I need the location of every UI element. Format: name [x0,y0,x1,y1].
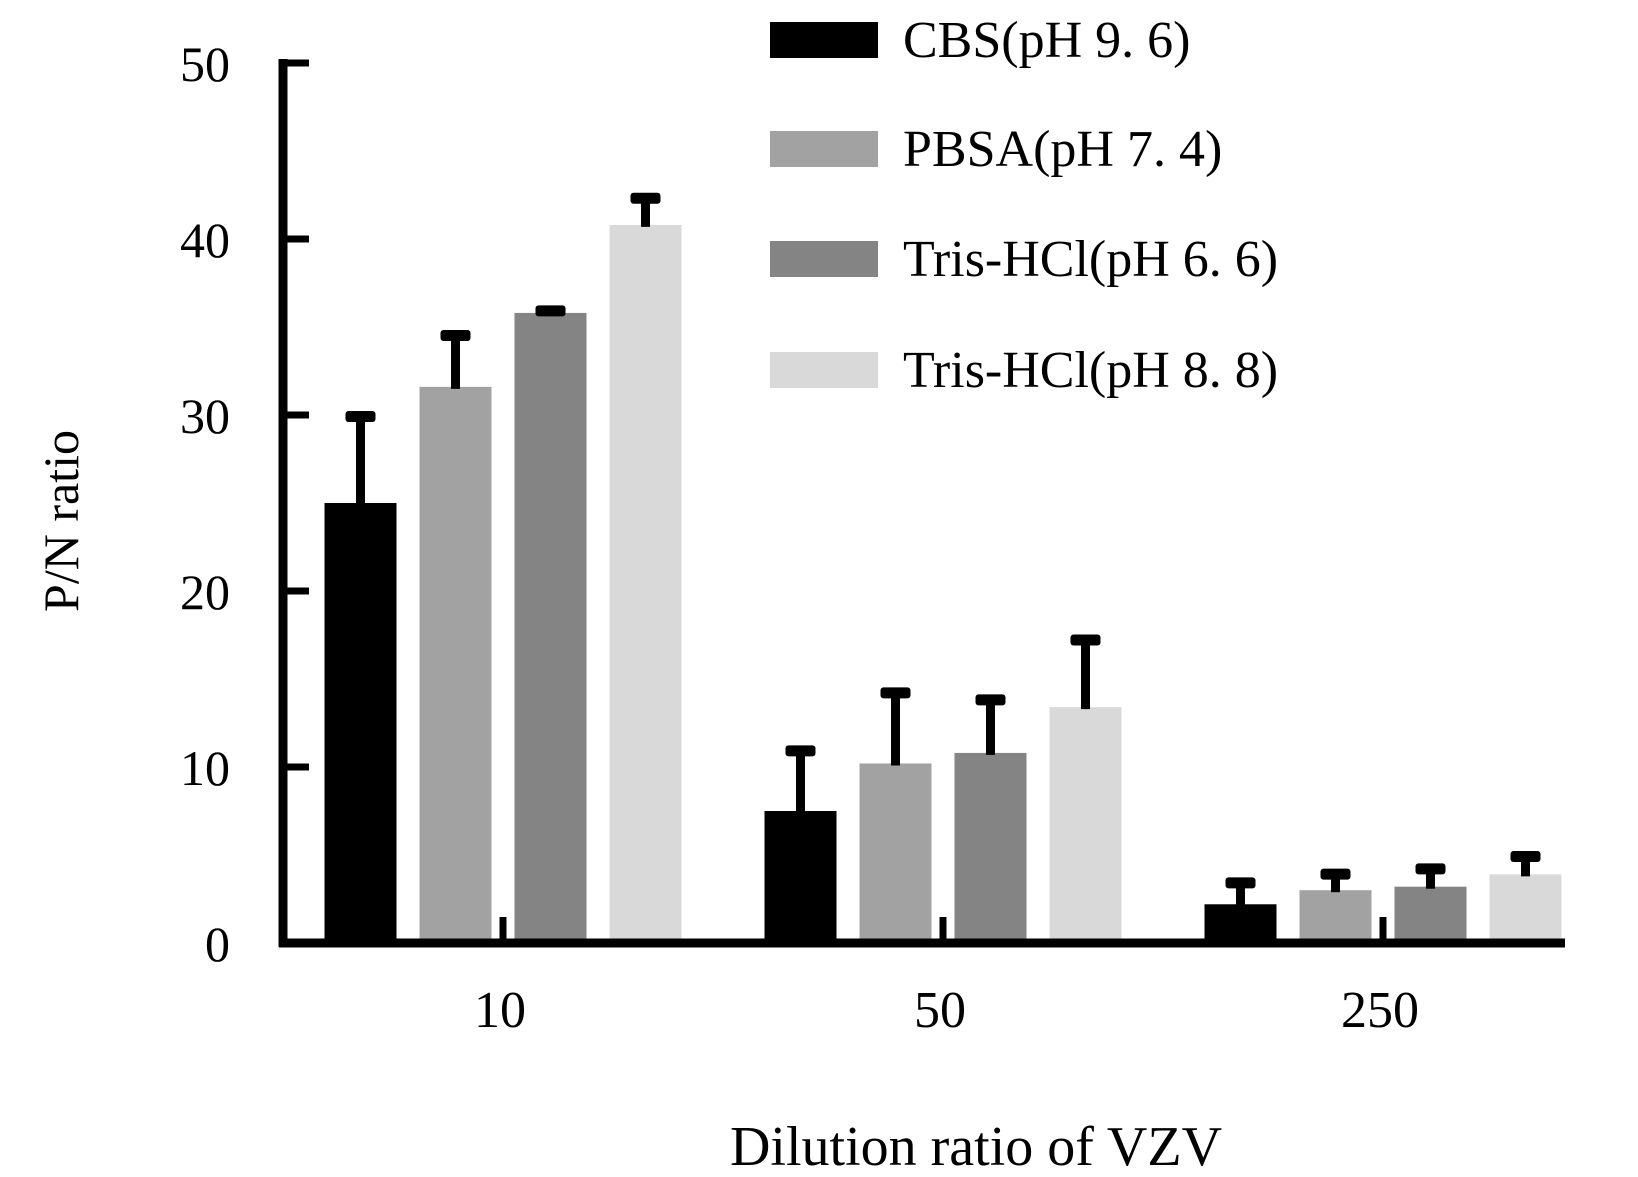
bar [514,312,587,943]
y-tick-label: 30 [180,388,230,444]
bar [1489,874,1562,943]
error-bar-cap [785,745,816,757]
y-tick-label: 10 [180,740,230,796]
y-axis-title: P/N ratio [33,430,89,612]
bar [1204,904,1277,943]
error-bar-cap [1415,863,1446,875]
legend-swatch [770,131,878,167]
axes-layer [278,59,1565,948]
error-bar-cap [440,330,471,342]
legend-label: Tris-HCl(pH 8. 8) [903,342,1278,399]
y-tick-label: 0 [205,916,230,972]
bar [419,386,492,944]
error-bar-cap [1510,851,1541,862]
legend-label: CBS(pH 9. 6) [903,12,1190,69]
legend-label: PBSA(pH 7. 4) [903,121,1222,178]
error-bar-cap [345,411,376,422]
legend: CBS(pH 9. 6) PBSA(pH 7. 4) Tris-HCl(pH 6. … [770,12,1278,399]
bars-layer [324,192,1562,944]
bar [859,763,932,943]
y-tick-label: 20 [180,564,230,620]
legend-label: Tris-HCl(pH 6. 6) [903,231,1278,288]
legend-swatch [770,22,878,58]
bar [609,224,682,944]
x-tick-label: 10 [474,982,526,1039]
bar [954,752,1027,943]
bar [324,503,397,943]
y-tick-label: 50 [180,36,230,92]
error-bar-cap [630,192,661,204]
error-bar-cap [880,687,911,699]
x-axis-title: Dilution ratio of VZV [730,1116,1222,1177]
bar [1394,886,1467,943]
error-bar-cap [1320,868,1351,880]
y-tick-label: 40 [180,212,230,268]
x-tick-label: 50 [914,982,966,1039]
error-bar-cap [1070,634,1101,646]
bar [1049,707,1122,943]
bar [764,811,837,943]
legend-swatch [770,352,878,388]
error-bar-cap [535,305,566,317]
x-ticks: 10 50 250 [474,917,1419,1039]
legend-swatch [770,241,878,277]
error-bar-cap [1225,877,1256,889]
bar [1299,890,1372,943]
y-ticks: 0 10 20 30 40 50 [180,36,309,972]
x-tick-label: 250 [1341,982,1419,1039]
error-bar-cap [975,694,1006,706]
